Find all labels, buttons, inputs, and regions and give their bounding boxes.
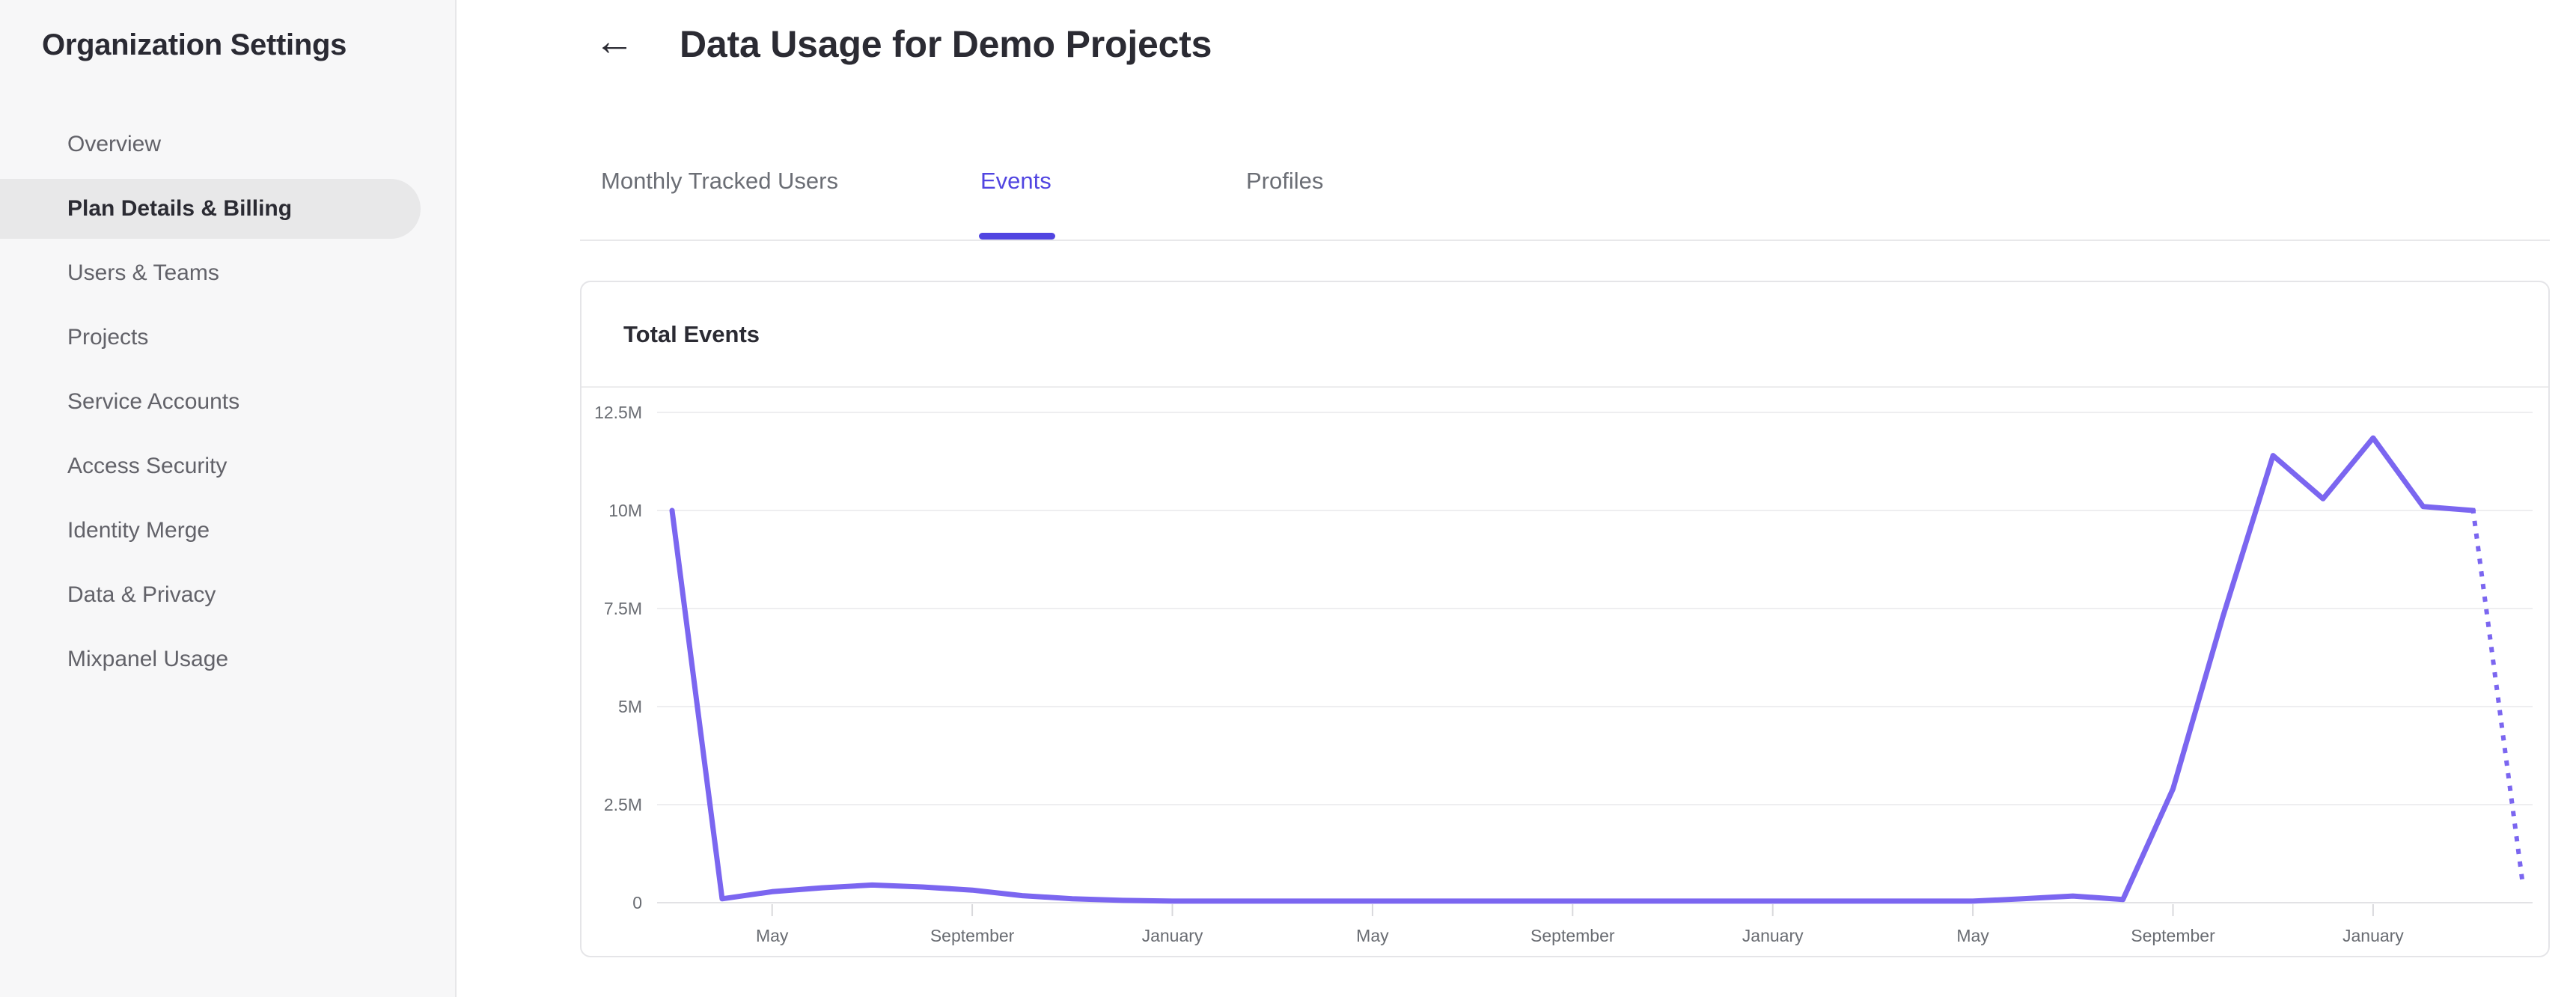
sidebar: Organization Settings Overview Plan Deta… [0, 0, 457, 997]
tab-events[interactable]: Events [980, 168, 1052, 194]
svg-text:May: May [1956, 926, 1989, 945]
sidebar-item-service-accounts[interactable]: Service Accounts [67, 389, 240, 414]
svg-text:September: September [930, 926, 1015, 945]
sidebar-item-projects[interactable]: Projects [67, 325, 149, 350]
svg-text:January: January [1142, 926, 1203, 945]
sidebar-item-overview[interactable]: Overview [67, 132, 162, 156]
tab-profiles[interactable]: Profiles [1246, 168, 1324, 194]
chart-y-axis-labels: 0 2.5M 5M 7.5M 10M 12.5M [594, 403, 642, 912]
chart-line-solid [669, 435, 2476, 904]
sidebar-title: Organization Settings [42, 28, 347, 61]
svg-text:10M: 10M [608, 501, 642, 520]
sidebar-item-plan-details-billing[interactable]: Plan Details & Billing [0, 179, 421, 239]
sidebar-item-mixpanel-usage[interactable]: Mixpanel Usage [67, 647, 229, 671]
chart-axis-ticks [771, 904, 2374, 916]
svg-text:September: September [1530, 926, 1615, 945]
svg-text:7.5M: 7.5M [604, 599, 642, 618]
sidebar-nav: Overview Plan Details & Billing Users & … [0, 115, 457, 694]
card-header: Total Events [582, 282, 2548, 388]
svg-text:12.5M: 12.5M [594, 403, 642, 422]
svg-text:5M: 5M [618, 697, 642, 716]
tab-monthly-tracked-users[interactable]: Monthly Tracked Users [601, 168, 838, 194]
chart-x-axis-labels: May September January May September January Ma… [756, 926, 2404, 945]
svg-text:January: January [1742, 926, 1804, 945]
active-tab-indicator [979, 233, 1055, 240]
page-title: Data Usage for Demo Projects [680, 23, 1212, 65]
svg-text:September: September [2131, 926, 2215, 945]
sidebar-item-users-teams[interactable]: Users & Teams [67, 260, 219, 285]
svg-text:2.5M: 2.5M [604, 795, 642, 814]
chart-line-projected-dotted [2470, 507, 2526, 890]
svg-text:May: May [1356, 926, 1389, 945]
chart-gridlines [657, 412, 2533, 903]
sidebar-item-identity-merge[interactable]: Identity Merge [67, 518, 210, 543]
svg-text:0: 0 [632, 893, 642, 912]
back-arrow-icon[interactable]: ← [594, 19, 635, 64]
card-title: Total Events [623, 320, 760, 347]
svg-text:May: May [756, 926, 789, 945]
tabs-divider [580, 240, 2550, 241]
sidebar-item-access-security[interactable]: Access Security [67, 454, 228, 478]
svg-text:January: January [2342, 926, 2404, 945]
sidebar-item-data-privacy[interactable]: Data & Privacy [67, 582, 216, 607]
